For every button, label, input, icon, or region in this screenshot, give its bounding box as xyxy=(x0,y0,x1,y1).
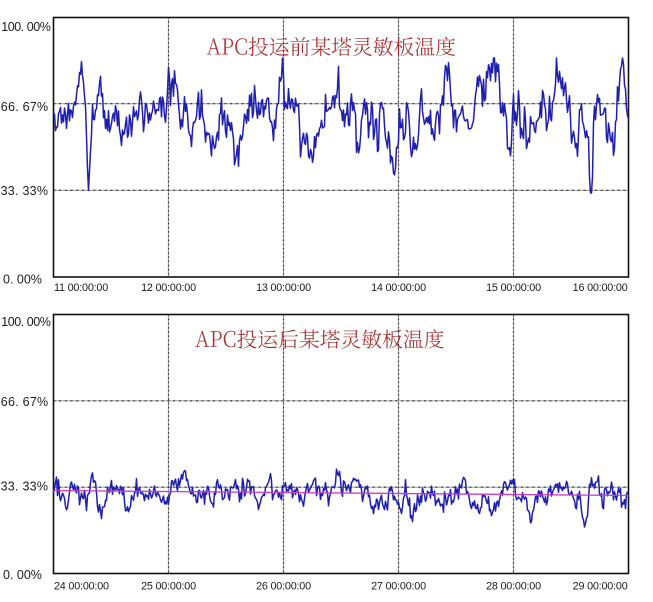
svg-text:25 00:00:00: 25 00:00:00 xyxy=(141,581,196,593)
svg-text:26 00:00:00: 26 00:00:00 xyxy=(256,581,311,593)
svg-text:100. 00%: 100. 00% xyxy=(1,20,51,34)
svg-text:100. 00%: 100. 00% xyxy=(1,315,51,329)
svg-text:15 00:00:00: 15 00:00:00 xyxy=(486,282,541,294)
svg-text:27 00:00:00: 27 00:00:00 xyxy=(371,581,426,593)
svg-text:33. 33%: 33. 33% xyxy=(1,184,49,198)
svg-text:29 00:00:00: 29 00:00:00 xyxy=(573,581,628,593)
svg-text:24 00:00:00: 24 00:00:00 xyxy=(54,581,109,593)
svg-text:16 00:00:00: 16 00:00:00 xyxy=(573,282,628,294)
svg-text:12 00:00:00: 12 00:00:00 xyxy=(141,282,196,294)
svg-text:33. 33%: 33. 33% xyxy=(1,480,49,494)
svg-text:66. 67%: 66. 67% xyxy=(1,395,49,409)
svg-text:14 00:00:00: 14 00:00:00 xyxy=(371,282,426,294)
svg-text:11 00:00:00: 11 00:00:00 xyxy=(54,282,108,294)
svg-text:0. 00%: 0. 00% xyxy=(3,568,42,582)
svg-text:28 00:00:00: 28 00:00:00 xyxy=(486,581,541,593)
svg-text:66. 67%: 66. 67% xyxy=(1,100,49,114)
svg-text:0. 00%: 0. 00% xyxy=(3,273,42,287)
svg-text:13 00:00:00: 13 00:00:00 xyxy=(256,282,311,294)
